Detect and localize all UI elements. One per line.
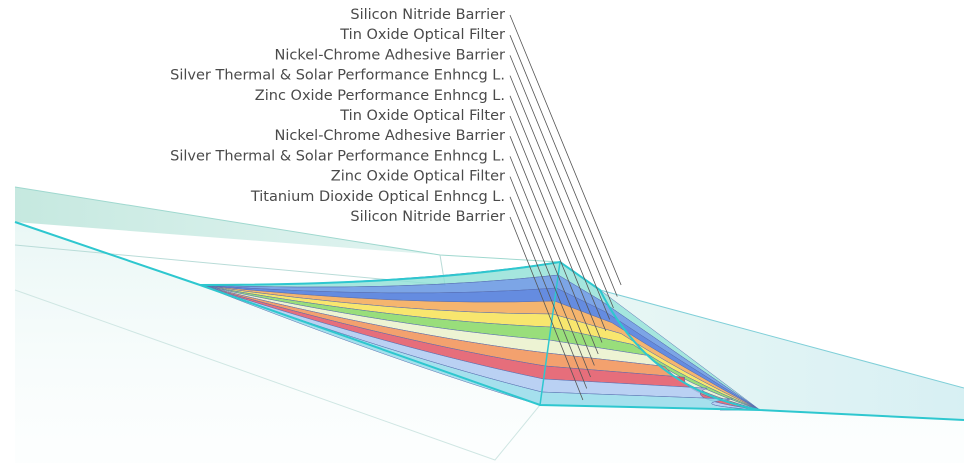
layer-label: Nickel-Chrome Adhesive Barrier [275, 128, 506, 144]
layer-label: Silver Thermal & Solar Performance Enhnc… [170, 68, 505, 84]
layer-label: Silicon Nitride Barrier [350, 7, 505, 23]
layer-label: Silicon Nitride Barrier [350, 209, 505, 225]
coating-diagram: Silicon Nitride Barrier Tin Oxide Optical… [0, 0, 964, 463]
layer-label: Tin Oxide Optical Filter [339, 108, 505, 124]
layer-label: Zinc Oxide Optical Filter [331, 169, 505, 185]
leader-line [510, 15, 621, 285]
layer-label: Zinc Oxide Performance Enhncg L. [255, 88, 505, 104]
layer-label: Titanium Dioxide Optical Enhncg L. [250, 189, 505, 205]
layer-label: Nickel-Chrome Adhesive Barrier [275, 47, 506, 63]
page: {"layers": [ {"label": "Silicon Nitride … [0, 0, 964, 463]
layer-label: Tin Oxide Optical Filter [339, 27, 505, 43]
layer-label: Silver Thermal & Solar Performance Enhnc… [170, 148, 505, 164]
